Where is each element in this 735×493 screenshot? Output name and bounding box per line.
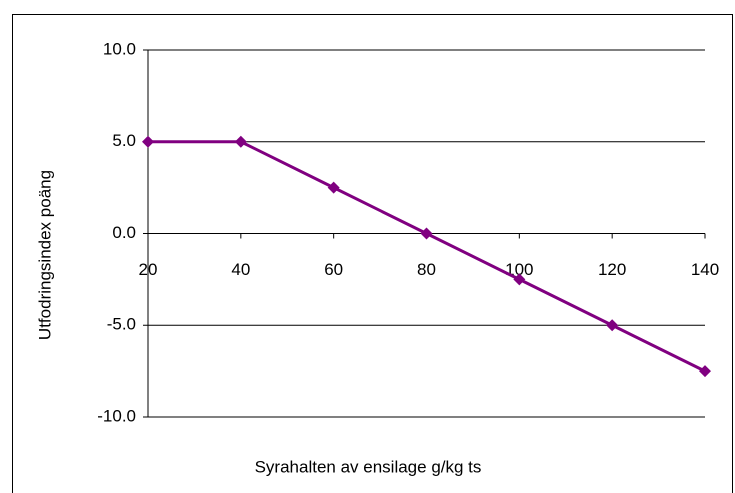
x-tick-label: 20 [139,260,158,279]
x-tick-label: 120 [598,260,626,279]
x-tick-label: 80 [417,260,436,279]
data-marker [327,181,340,194]
x-tick-label: 140 [691,260,719,279]
y-axis-label: Utfodringsindex poäng [35,170,54,340]
data-marker [420,227,433,240]
data-marker [234,135,247,148]
y-tick-label: -10.0 [97,406,136,425]
y-tick-label: 5.0 [112,131,136,150]
x-tick-label: 40 [231,260,250,279]
y-tick-label: 10.0 [103,39,136,58]
data-marker [142,135,154,148]
y-tick-label: 0.0 [112,223,136,242]
y-tick-label: -5.0 [107,315,136,334]
data-marker [699,365,711,378]
data-marker [513,273,526,286]
chart-frame [12,14,733,493]
x-axis-label: Syrahalten av ensilage g/kg ts [255,457,482,476]
data-marker [606,319,619,332]
x-tick-label: 60 [324,260,343,279]
